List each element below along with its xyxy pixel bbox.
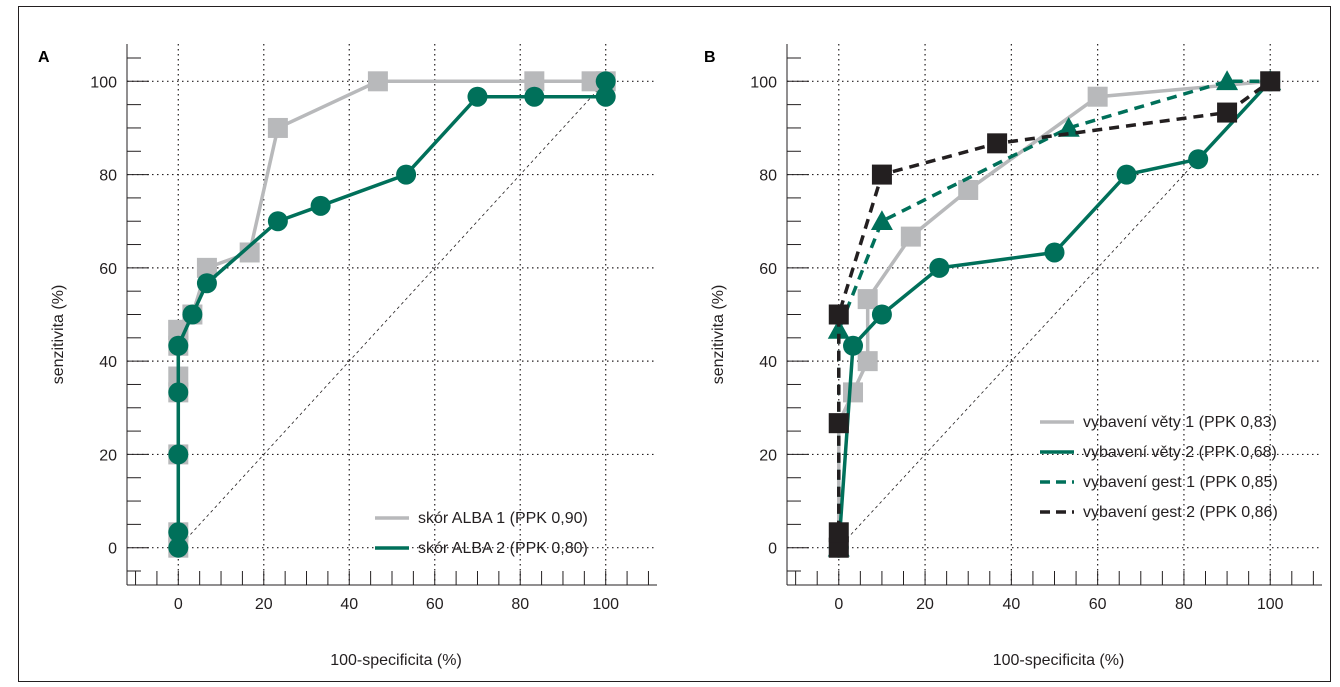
- x-tick-label: 60: [1089, 596, 1107, 613]
- series-line: [176, 79, 606, 548]
- legend-label: skór ALBA 1 (PPK 0,90): [418, 510, 588, 527]
- data-point: [524, 71, 545, 92]
- data-point: [828, 522, 849, 543]
- series-line: [837, 79, 1272, 548]
- data-point: [182, 304, 203, 325]
- series-line: [176, 81, 608, 548]
- legend-label: skór ALBA 2 (PPK 0,80): [418, 540, 588, 557]
- data-point: [1217, 102, 1238, 123]
- data-point: [1087, 86, 1108, 107]
- legend: vybavení věty 1 (PPK 0,83) vybavení věty …: [1040, 414, 1278, 521]
- x-tick-label: 40: [340, 596, 358, 613]
- x-tick-label: 80: [1175, 596, 1193, 613]
- legend-label: vybavení gest 2 (PPK 0,86): [1083, 504, 1278, 521]
- data-point: [168, 335, 189, 356]
- data-point: [857, 351, 878, 372]
- x-tick-label: 20: [916, 596, 934, 613]
- y-tick-label: 40: [759, 354, 777, 371]
- y-tick-label: 0: [108, 541, 117, 558]
- data-point: [524, 86, 545, 107]
- data-point: [595, 71, 616, 92]
- data-point: [310, 195, 331, 216]
- y-axis-title: senzitivita (%): [710, 285, 727, 385]
- x-tick-label: 100: [592, 596, 619, 613]
- data-point: [870, 210, 893, 231]
- x-tick-label: 0: [834, 596, 843, 613]
- data-point: [168, 382, 189, 403]
- data-point: [267, 211, 288, 232]
- data-point: [467, 86, 488, 107]
- data-point: [1216, 70, 1239, 91]
- data-point: [396, 164, 417, 185]
- data-point: [827, 318, 850, 339]
- x-axis-title: 100-specificita (%): [993, 652, 1125, 669]
- panel-label: A: [38, 49, 50, 66]
- legend-label: vybavení věty 1 (PPK 0,83): [1083, 414, 1277, 431]
- y-tick-label: 60: [759, 261, 777, 278]
- data-point: [828, 304, 849, 325]
- y-tick-label: 60: [99, 261, 117, 278]
- data-point: [843, 382, 864, 403]
- data-point: [1260, 71, 1281, 92]
- data-point: [367, 71, 388, 92]
- y-tick-label: 100: [90, 74, 117, 91]
- data-point: [843, 335, 864, 356]
- panel-label: B: [704, 49, 716, 66]
- data-point: [828, 537, 849, 558]
- data-point: [168, 522, 189, 543]
- x-tick-label: 0: [174, 596, 183, 613]
- y-tick-label: 80: [99, 168, 117, 185]
- data-point: [595, 86, 616, 107]
- data-point: [987, 133, 1008, 154]
- data-point: [1116, 164, 1137, 185]
- legend: skór ALBA 1 (PPK 0,90) skór ALBA 2 (PPK 0…: [375, 510, 588, 557]
- data-point: [196, 257, 217, 278]
- y-tick-label: 100: [750, 74, 777, 91]
- data-point: [900, 226, 921, 247]
- data-point: [871, 164, 892, 185]
- y-tick-label: 80: [759, 168, 777, 185]
- data-point: [929, 257, 950, 278]
- series-line: [837, 79, 1271, 548]
- x-tick-label: 80: [511, 596, 529, 613]
- data-point: [857, 289, 878, 310]
- series-4: [828, 71, 1281, 558]
- data-point: [239, 242, 260, 263]
- legend-label: vybavení gest 1 (PPK 0,85): [1083, 474, 1278, 491]
- legend-label: vybavení věty 2 (PPK 0,68): [1083, 444, 1277, 461]
- data-point: [168, 444, 189, 465]
- data-point: [958, 179, 979, 200]
- data-point: [1057, 116, 1080, 137]
- chart-panel-b: B 0 20 40 60 80 100 0 20 40 60 80 100 100-specificita…: [704, 44, 1322, 669]
- data-point: [828, 413, 849, 434]
- figure-frame: [18, 6, 1331, 682]
- x-tick-label: 20: [255, 596, 273, 613]
- y-tick-label: 20: [99, 447, 117, 464]
- x-tick-label: 40: [1002, 596, 1020, 613]
- data-point: [1044, 242, 1065, 263]
- data-point: [871, 304, 892, 325]
- chart-panel-a: A 0 20 40 60 80 100 0 20 40 60 80 100 100-specificita…: [38, 44, 657, 669]
- x-tick-label: 100: [1257, 596, 1284, 613]
- y-tick-label: 20: [759, 447, 777, 464]
- x-tick-label: 60: [426, 596, 444, 613]
- y-tick-label: 40: [99, 354, 117, 371]
- data-point: [1188, 149, 1209, 170]
- y-axis-title: senzitivita (%): [50, 285, 67, 385]
- series-1: [168, 71, 616, 558]
- chance-diagonal: [177, 81, 607, 548]
- x-axis-title: 100-specificita (%): [330, 652, 462, 669]
- series-2: [168, 71, 616, 558]
- y-tick-label: 0: [768, 541, 777, 558]
- data-point: [168, 537, 189, 558]
- data-point: [196, 273, 217, 294]
- data-point: [267, 117, 288, 138]
